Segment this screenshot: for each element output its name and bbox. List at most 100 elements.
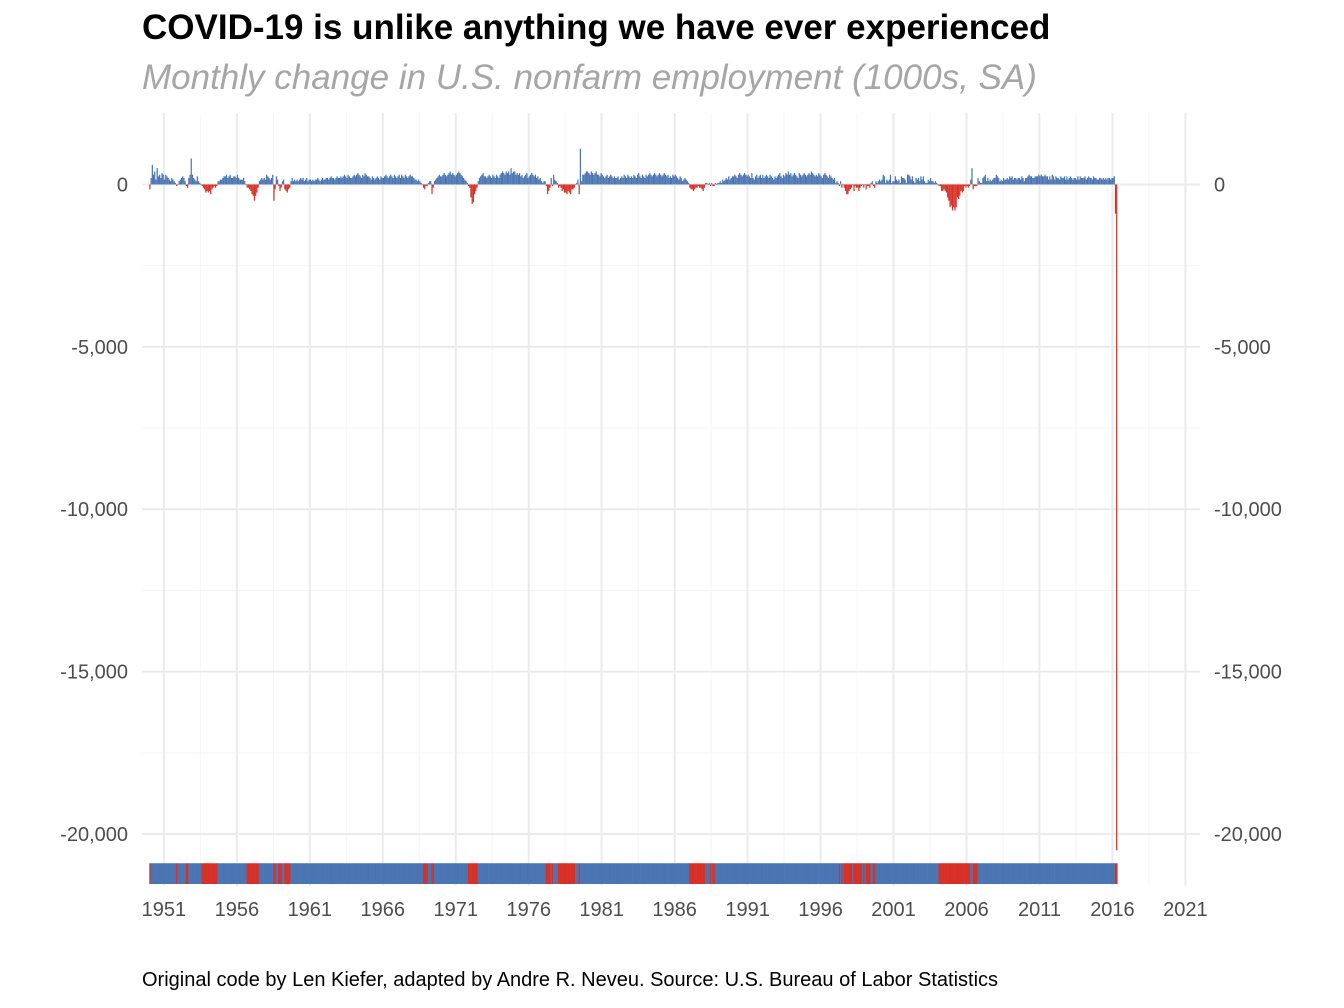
month-bar xyxy=(251,184,253,195)
month-bar xyxy=(431,184,433,195)
month-bar xyxy=(387,177,389,185)
rug-cell xyxy=(596,863,599,884)
rug-cell xyxy=(483,863,486,884)
month-bar xyxy=(187,184,189,188)
month-bar xyxy=(335,177,337,185)
month-bar xyxy=(472,184,474,203)
month-bar xyxy=(407,177,409,185)
month-bar xyxy=(421,184,423,186)
month-bar xyxy=(673,176,675,185)
month-bar xyxy=(184,181,186,185)
rug-cell xyxy=(1017,863,1020,884)
rug-cell xyxy=(223,863,225,884)
month-bar xyxy=(764,176,766,185)
month-bar xyxy=(318,179,320,185)
month-bar xyxy=(722,179,724,185)
rug-cell xyxy=(781,863,784,884)
rug-cell xyxy=(594,863,596,884)
rug-cell xyxy=(915,863,917,884)
month-bar xyxy=(996,176,999,185)
month-bar xyxy=(258,181,260,185)
rug-cell xyxy=(411,863,414,884)
rug-cell xyxy=(1089,863,1091,884)
rug-cell xyxy=(228,863,230,884)
rug-cell xyxy=(736,863,739,884)
month-bar xyxy=(883,176,886,185)
rug-cell xyxy=(358,863,360,884)
month-bar xyxy=(621,176,623,185)
month-bar xyxy=(639,176,641,185)
rug-cell xyxy=(677,863,679,884)
month-bar xyxy=(270,177,273,185)
month-bar xyxy=(933,182,935,185)
month-bar xyxy=(1113,176,1115,185)
rug-cell xyxy=(509,863,511,884)
rug-cell xyxy=(267,863,269,884)
month-bar xyxy=(1102,177,1104,185)
rug-cell xyxy=(775,863,778,884)
rug-cell xyxy=(657,863,660,884)
month-bar xyxy=(916,179,918,185)
rug-cell xyxy=(286,863,289,884)
month-bar xyxy=(334,179,336,185)
month-bar xyxy=(286,184,288,193)
month-bar xyxy=(381,177,383,185)
rug-cell xyxy=(283,863,285,884)
rug-cell xyxy=(229,863,232,884)
month-bar xyxy=(700,184,702,188)
rug-cell xyxy=(1041,863,1044,884)
rug-cell xyxy=(920,863,922,884)
rug-cell xyxy=(663,863,666,884)
month-bar xyxy=(1075,179,1078,185)
month-bar xyxy=(197,181,200,185)
rug-cell xyxy=(1068,863,1071,884)
month-bar xyxy=(219,179,222,185)
month-bar xyxy=(729,179,731,185)
month-bar xyxy=(476,184,478,188)
rug-cell xyxy=(357,863,359,884)
rug-cell xyxy=(526,863,528,884)
month-bar xyxy=(878,179,881,185)
rug-cell xyxy=(878,863,881,884)
rug-cell xyxy=(610,863,612,884)
rug-cell xyxy=(737,863,740,884)
rug-cell xyxy=(695,863,697,884)
month-bar xyxy=(508,171,510,185)
rug-cell xyxy=(432,863,435,884)
month-bar xyxy=(1038,174,1040,185)
rug-cell xyxy=(168,863,171,884)
month-bar xyxy=(1023,181,1025,185)
rug-cell xyxy=(470,863,472,884)
month-bar xyxy=(1097,179,1100,185)
month-bar xyxy=(858,184,860,191)
month-bar xyxy=(196,176,198,185)
rug-cell xyxy=(167,863,170,884)
rug-cell xyxy=(643,863,645,884)
month-bar xyxy=(1058,179,1061,185)
rug-cell xyxy=(315,863,318,884)
rug-cell xyxy=(230,863,233,884)
rug-cell xyxy=(568,863,571,884)
rug-cell xyxy=(958,863,960,884)
month-bar xyxy=(432,184,434,188)
rug-cell xyxy=(919,863,921,884)
rug-cell xyxy=(401,863,403,884)
month-bar xyxy=(527,177,529,185)
rug-cell xyxy=(685,863,688,884)
month-bar xyxy=(776,176,779,185)
rug-cell xyxy=(1099,863,1101,884)
rug-cell xyxy=(159,863,161,884)
month-bar xyxy=(927,179,929,185)
month-bar xyxy=(743,173,746,185)
rug-cell xyxy=(165,863,167,884)
rug-cell xyxy=(435,863,437,884)
rug-cell xyxy=(697,863,700,884)
month-bar xyxy=(787,171,789,185)
rug-cell xyxy=(392,863,395,884)
month-bar xyxy=(840,181,842,185)
month-bar xyxy=(1107,177,1109,185)
rug-cell xyxy=(938,863,941,884)
month-bar xyxy=(193,177,195,185)
month-bar xyxy=(885,182,887,185)
rug-cell xyxy=(578,863,581,884)
